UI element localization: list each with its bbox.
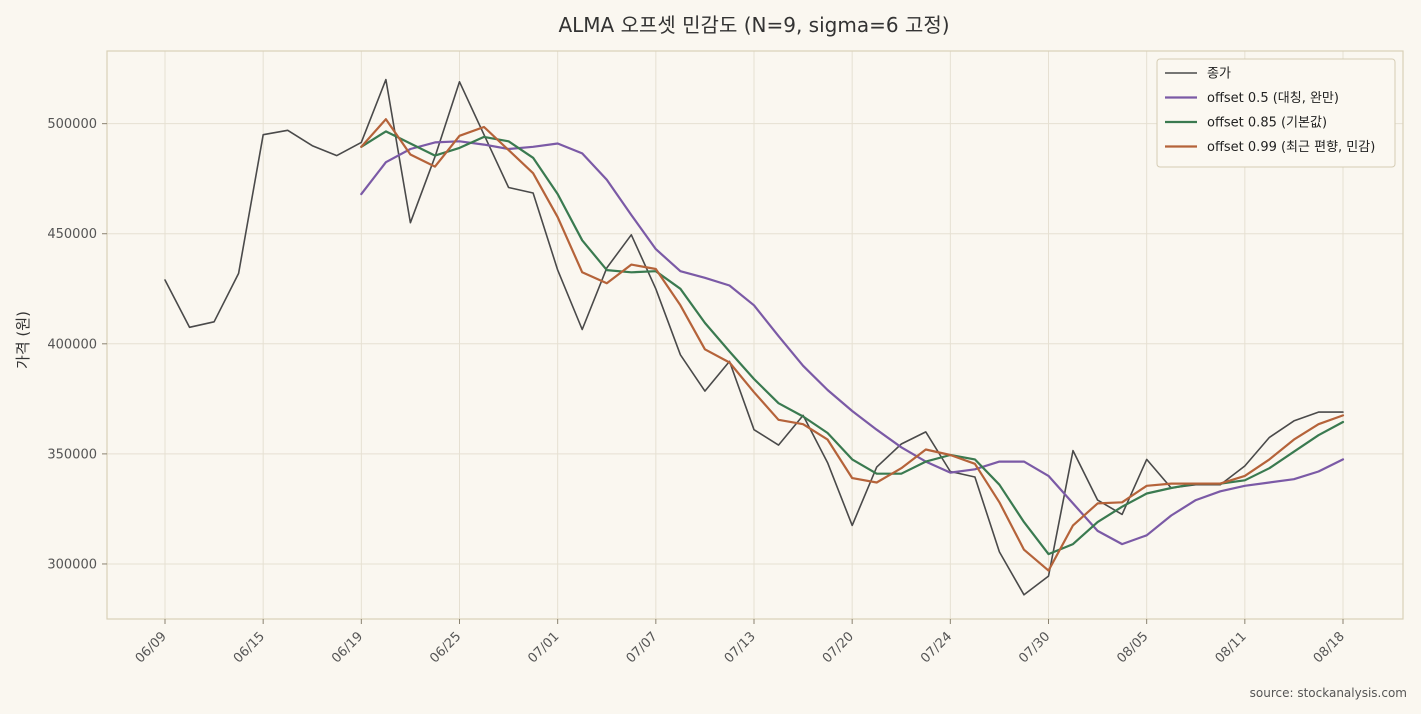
legend-label: offset 0.99 (최근 편향, 민감) bbox=[1207, 140, 1375, 155]
series-line-0 bbox=[164, 78, 1344, 596]
y-tick-label: 400000 bbox=[47, 337, 97, 352]
y-axis-label: 가격 (원) bbox=[14, 311, 32, 369]
series-line-2 bbox=[360, 130, 1345, 556]
legend-label: 종가 bbox=[1207, 67, 1231, 82]
chart-title: ALMA 오프셋 민감도 (N=9, sigma=6 고정) bbox=[558, 13, 949, 37]
legend-box bbox=[1156, 58, 1396, 168]
y-tick-label: 350000 bbox=[47, 447, 97, 462]
y-tick-label: 300000 bbox=[47, 557, 97, 572]
legend: 종가 offset 0.5 (대칭, 완만) offset 0.85 (기본값) of… bbox=[1156, 58, 1396, 168]
legend-label: offset 0.85 (기본값) bbox=[1207, 116, 1327, 131]
y-tick-label: 450000 bbox=[47, 227, 97, 242]
plot-area bbox=[106, 50, 1404, 620]
series-lines bbox=[164, 78, 1345, 596]
series-line-3 bbox=[360, 118, 1345, 572]
legend-label: offset 0.5 (대칭, 완만) bbox=[1207, 91, 1339, 106]
y-tick-label: 500000 bbox=[47, 117, 97, 132]
source-note: source: stockanalysis.com bbox=[1250, 686, 1407, 700]
series-line-1 bbox=[360, 140, 1345, 546]
